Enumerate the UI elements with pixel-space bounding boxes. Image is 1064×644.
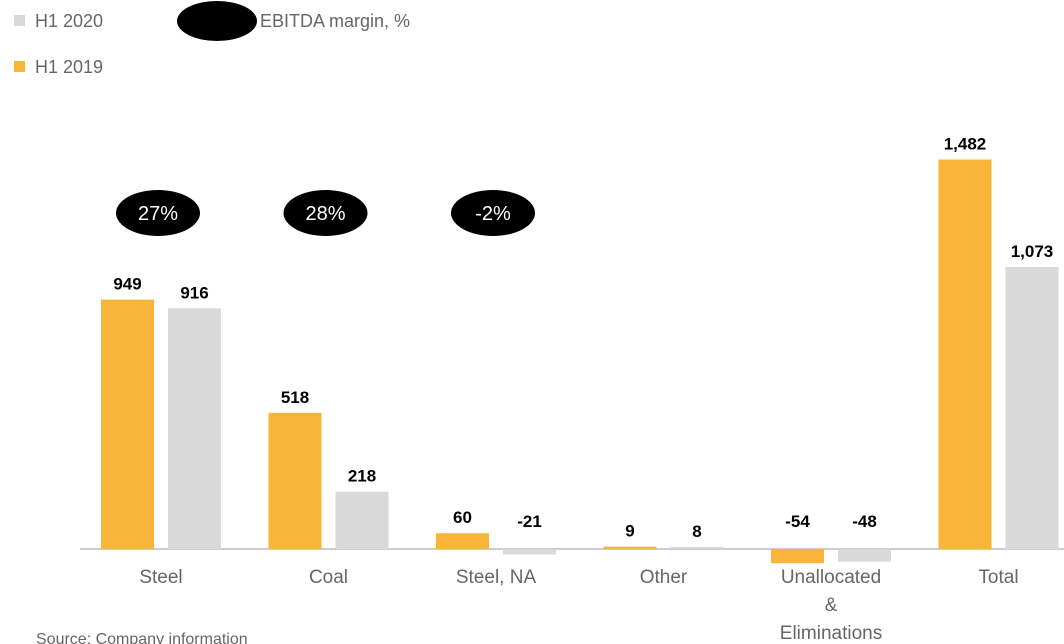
category-label-unallocated-eliminations-line-1: & (825, 595, 838, 616)
plot-area: 949 916 Steel 518 218 Coal 60 -21 Steel, NA 9 8 Oth… (80, 135, 1064, 644)
bar-h1-2019-total (938, 159, 992, 549)
data-label-h1-2020-coal: 218 (348, 467, 376, 486)
margin-label-steel: 27% (138, 203, 178, 225)
category-label-unallocated-eliminations-line-0: Unallocated (781, 567, 881, 588)
bar-h1-2020-total (1005, 267, 1059, 549)
data-label-h1-2020-unallocated-eliminations: -48 (852, 512, 877, 531)
source-note: Source: Company information (36, 631, 248, 644)
bar-h1-2019-steel-na (436, 533, 489, 549)
category-label-total: Total (978, 567, 1018, 588)
legend: H1 2020 H1 2019 EBITDA margin, % (14, 1, 410, 77)
bar-h1-2020-coal (335, 491, 389, 549)
bar-h1-2019-coal (268, 412, 322, 549)
legend-margin-marker (177, 1, 257, 41)
legend-label-ebitda-margin: EBITDA margin, % (260, 11, 410, 31)
legend-swatch-h1-2020 (14, 15, 25, 26)
category-label-coal: Coal (309, 567, 348, 588)
bar-h1-2020-steel-na (503, 549, 556, 555)
legend-swatch-h1-2019 (14, 61, 25, 72)
data-label-h1-2019-total: 1,482 (944, 135, 987, 154)
margin-bubble-steel (116, 190, 200, 236)
bar-h1-2020-steel (168, 308, 221, 549)
legend-label-h1-2020: H1 2020 (35, 11, 103, 31)
data-label-h1-2019-unallocated-eliminations: -54 (785, 512, 810, 531)
data-label-h1-2020-steel-na: -21 (517, 512, 542, 531)
margin-label-steel-na: -2% (475, 203, 511, 225)
data-label-h1-2020-other: 8 (692, 522, 701, 541)
bar-h1-2020-unallocated-eliminations (838, 549, 891, 562)
margin-label-coal: 28% (305, 203, 345, 225)
bar-h1-2019-other (603, 546, 657, 549)
data-label-h1-2020-steel: 916 (180, 283, 208, 302)
category-label-other: Other (640, 567, 688, 588)
legend-label-h1-2019: H1 2019 (35, 57, 103, 77)
category-label-steel-na: Steel, NA (456, 567, 537, 588)
data-label-h1-2019-coal: 518 (281, 388, 309, 407)
bar-h1-2019-unallocated-eliminations (771, 549, 824, 564)
category-label-unallocated-eliminations-line-2: Eliminations (780, 623, 882, 644)
category-label-steel: Steel (139, 567, 182, 588)
bar-h1-2019-steel (101, 299, 154, 549)
margin-bubble-steel-na (451, 190, 535, 236)
margin-bubble-coal (283, 190, 368, 236)
data-label-h1-2019-steel: 949 (113, 275, 141, 294)
data-label-h1-2019-other: 9 (625, 522, 634, 541)
bar-h1-2020-other (670, 546, 724, 549)
data-label-h1-2019-steel-na: 60 (453, 508, 472, 527)
data-label-h1-2020-total: 1,073 (1011, 242, 1054, 261)
